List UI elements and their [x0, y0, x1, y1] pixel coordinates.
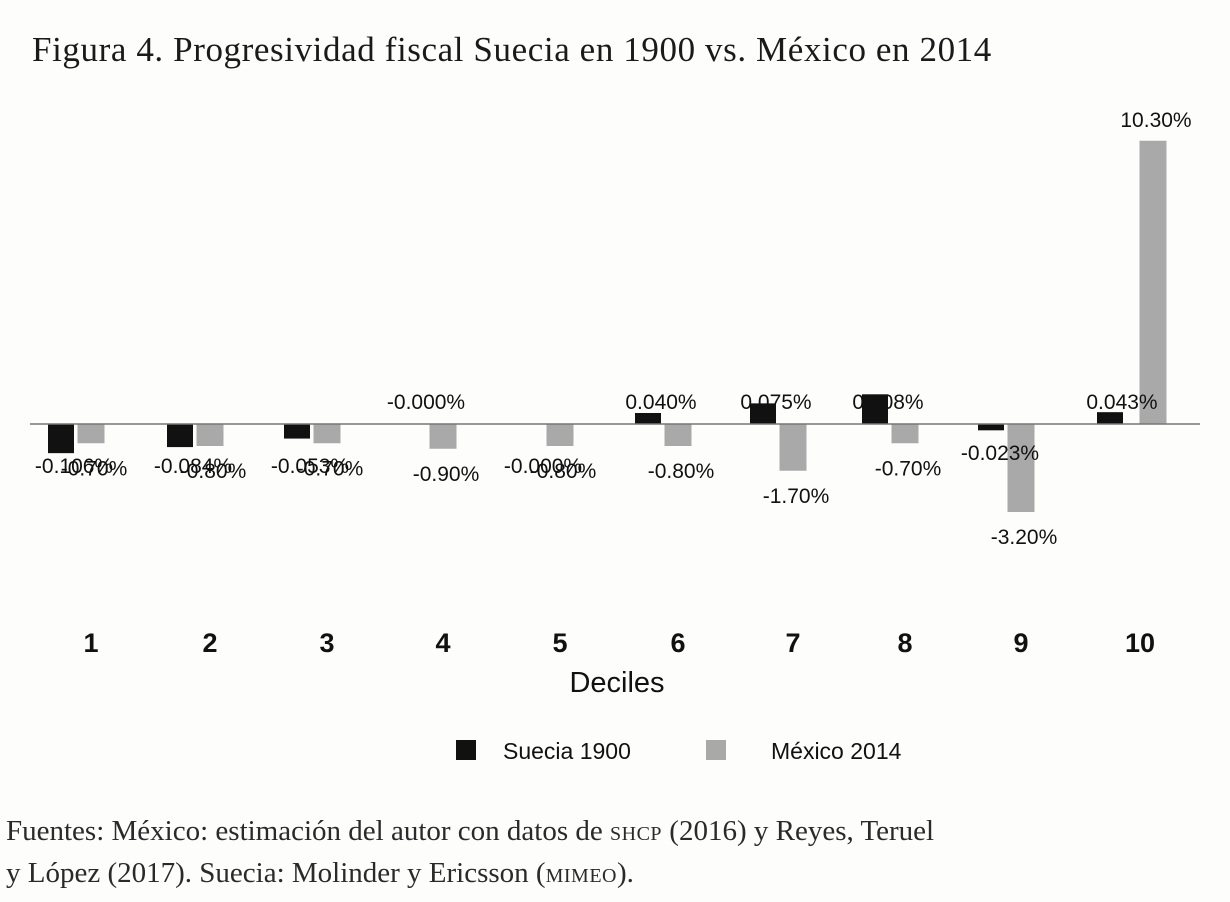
bar-suecia-1900-decile-1 [48, 424, 74, 454]
bar-suecia-1900-decile-3 [284, 424, 310, 439]
bar-suecia-1900-decile-9 [978, 424, 1004, 431]
x-tick-label-9: 9 [1013, 628, 1028, 658]
bar-mexico-2014-decile-5 [546, 424, 574, 446]
label-mexico-2014-decile-5: -0.80% [530, 460, 597, 483]
label-mexico-2014-decile-10: 10.30% [1120, 109, 1191, 132]
bar-mexico-2014-decile-7 [779, 424, 807, 471]
bar-mexico-2014-decile-3 [313, 424, 341, 444]
bar-suecia-1900-decile-8 [862, 394, 888, 424]
bar-mexico-2014-decile-10 [1139, 140, 1167, 424]
x-tick-label-4: 4 [435, 628, 450, 658]
mexico-bars [77, 140, 1167, 512]
label-mexico-2014-decile-2: -0.80% [180, 460, 247, 483]
label-suecia-1900-decile-5: -0.000% [504, 455, 582, 478]
label-mexico-2014-decile-3: -0.70% [297, 457, 364, 480]
bar-mexico-2014-decile-2 [196, 424, 224, 446]
bar-mexico-2014-decile-4 [429, 424, 457, 449]
label-suecia-1900-decile-8: 0.108% [852, 391, 923, 414]
source-note: Fuentes: México: estimación del autor co… [6, 810, 1226, 894]
label-mexico-2014-decile-8: -0.70% [875, 457, 942, 480]
label-suecia-1900-decile-2: -0.084% [154, 455, 232, 478]
bar-mexico-2014-decile-9 [1007, 424, 1035, 512]
x-tick-label-6: 6 [670, 628, 685, 658]
bar-mexico-2014-decile-1 [77, 424, 105, 444]
bar-suecia-1900-decile-6 [635, 413, 661, 424]
x-tick-label-1: 1 [83, 628, 98, 658]
label-suecia-1900-decile-7: 0.075% [740, 391, 811, 414]
bar-mexico-2014-decile-6 [664, 424, 692, 446]
x-tick-label-5: 5 [552, 628, 567, 658]
bar-suecia-1900-decile-7 [750, 403, 776, 424]
x-tick-label-10: 10 [1125, 628, 1155, 658]
chart-title: Figura 4. Progresividad fiscal Suecia en… [32, 30, 992, 69]
bar-suecia-1900-decile-10 [1097, 412, 1123, 424]
x-tick-label-3: 3 [319, 628, 334, 658]
legend-swatch-mexico-2014 [706, 740, 726, 760]
x-tick-label-8: 8 [897, 628, 912, 658]
label-mexico-2014-decile-9: -3.20% [991, 526, 1058, 549]
data-labels: -0.106%-0.70% -0.084%-0.80% -0.053%-0.70%-… [35, 109, 1192, 549]
sweden-bars [48, 394, 1123, 454]
x-axis-label: Deciles [569, 667, 664, 699]
x-tick-label-7: 7 [785, 628, 800, 658]
label-suecia-1900-decile-6: 0.040% [625, 391, 696, 414]
bar-suecia-1900-decile-2 [167, 424, 193, 448]
label-mexico-2014-decile-4: -0.90% [413, 463, 480, 486]
bar-chart: -0.106%-0.70% -0.084%-0.80% -0.053%-0.70%-… [30, 109, 1200, 764]
source-line-2: y López (2017). Suecia: Molinder y Erics… [6, 857, 634, 889]
legend: Suecia 1900 México 2014 [456, 738, 902, 764]
x-tick-labels: 1 2 3 4 5 6 7 8 9 10 [83, 628, 1155, 658]
label-mexico-2014-decile-7: -1.70% [763, 485, 830, 508]
bar-mexico-2014-decile-8 [891, 424, 919, 444]
label-suecia-1900-decile-10: 0.043% [1086, 391, 1157, 414]
label-mexico-2014-decile-6: -0.80% [648, 460, 715, 483]
label-suecia-1900-decile-4: -0.000% [387, 391, 465, 414]
legend-label-suecia-1900: Suecia 1900 [503, 738, 631, 764]
legend-label-mexico-2014: México 2014 [771, 738, 902, 764]
legend-swatch-suecia-1900 [456, 740, 476, 760]
label-suecia-1900-decile-9: -0.023% [961, 442, 1039, 465]
label-mexico-2014-decile-1: -0.70% [61, 457, 128, 480]
label-suecia-1900-decile-1: -0.106% [35, 455, 113, 478]
label-suecia-1900-decile-3: -0.053% [271, 455, 349, 478]
x-tick-label-2: 2 [202, 628, 217, 658]
source-line-1: Fuentes: México: estimación del autor co… [6, 815, 935, 847]
